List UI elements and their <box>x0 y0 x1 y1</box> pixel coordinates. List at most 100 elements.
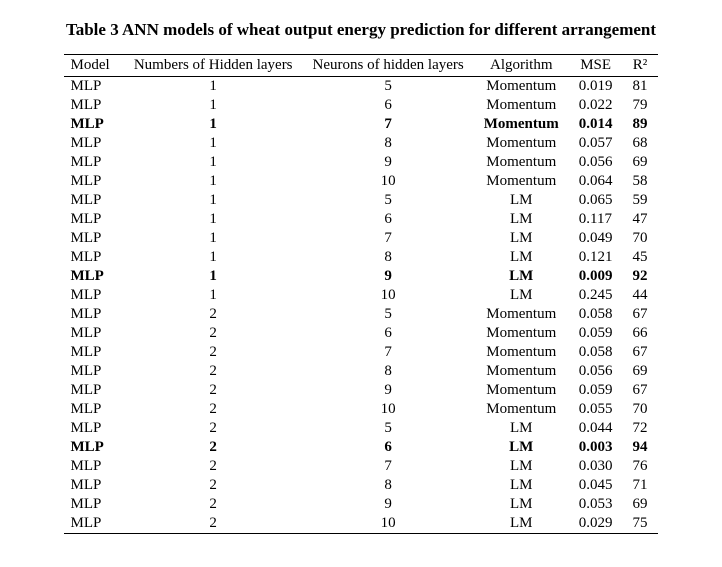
cell-r2: 89 <box>623 115 658 134</box>
cell-algorithm: LM <box>474 229 569 248</box>
cell-mse: 0.059 <box>569 324 623 343</box>
cell-model: MLP <box>64 153 123 172</box>
cell-algorithm: LM <box>474 191 569 210</box>
table-row: MLP26Momentum0.05966 <box>64 324 657 343</box>
cell-model: MLP <box>64 495 123 514</box>
cell-hidden-layers: 2 <box>124 362 303 381</box>
table-row: MLP210LM0.02975 <box>64 514 657 534</box>
cell-model: MLP <box>64 172 123 191</box>
cell-neurons: 5 <box>303 419 474 438</box>
cell-hidden-layers: 1 <box>124 115 303 134</box>
cell-model: MLP <box>64 248 123 267</box>
cell-hidden-layers: 2 <box>124 324 303 343</box>
cell-mse: 0.121 <box>569 248 623 267</box>
cell-r2: 70 <box>623 400 658 419</box>
cell-model: MLP <box>64 419 123 438</box>
table-row: MLP16Momentum0.02279 <box>64 96 657 115</box>
cell-neurons: 7 <box>303 457 474 476</box>
cell-hidden-layers: 1 <box>124 286 303 305</box>
cell-r2: 66 <box>623 324 658 343</box>
cell-neurons: 9 <box>303 495 474 514</box>
cell-hidden-layers: 2 <box>124 476 303 495</box>
cell-mse: 0.003 <box>569 438 623 457</box>
cell-r2: 47 <box>623 210 658 229</box>
cell-algorithm: LM <box>474 495 569 514</box>
table-row: MLP110LM0.24544 <box>64 286 657 305</box>
cell-neurons: 8 <box>303 248 474 267</box>
cell-r2: 69 <box>623 362 658 381</box>
cell-algorithm: LM <box>474 514 569 534</box>
cell-mse: 0.058 <box>569 305 623 324</box>
cell-algorithm: LM <box>474 419 569 438</box>
table-row: MLP25Momentum0.05867 <box>64 305 657 324</box>
cell-r2: 71 <box>623 476 658 495</box>
cell-hidden-layers: 2 <box>124 381 303 400</box>
cell-hidden-layers: 1 <box>124 229 303 248</box>
cell-neurons: 6 <box>303 324 474 343</box>
cell-model: MLP <box>64 514 123 534</box>
cell-model: MLP <box>64 362 123 381</box>
cell-mse: 0.065 <box>569 191 623 210</box>
cell-model: MLP <box>64 381 123 400</box>
cell-mse: 0.117 <box>569 210 623 229</box>
cell-r2: 70 <box>623 229 658 248</box>
cell-algorithm: Momentum <box>474 400 569 419</box>
cell-model: MLP <box>64 267 123 286</box>
table-row: MLP15LM0.06559 <box>64 191 657 210</box>
table-row: MLP29LM0.05369 <box>64 495 657 514</box>
ann-models-table: Model Numbers of Hidden layers Neurons o… <box>64 54 657 534</box>
cell-algorithm: LM <box>474 248 569 267</box>
cell-mse: 0.064 <box>569 172 623 191</box>
cell-r2: 45 <box>623 248 658 267</box>
cell-neurons: 5 <box>303 191 474 210</box>
cell-hidden-layers: 1 <box>124 191 303 210</box>
cell-model: MLP <box>64 476 123 495</box>
cell-mse: 0.022 <box>569 96 623 115</box>
cell-hidden-layers: 2 <box>124 305 303 324</box>
cell-neurons: 9 <box>303 267 474 286</box>
cell-algorithm: Momentum <box>474 134 569 153</box>
cell-mse: 0.045 <box>569 476 623 495</box>
cell-neurons: 8 <box>303 362 474 381</box>
cell-r2: 59 <box>623 191 658 210</box>
table-row: MLP17Momentum0.01489 <box>64 115 657 134</box>
table-row: MLP18LM0.12145 <box>64 248 657 267</box>
table-row: MLP17LM0.04970 <box>64 229 657 248</box>
cell-neurons: 8 <box>303 134 474 153</box>
cell-mse: 0.056 <box>569 362 623 381</box>
cell-hidden-layers: 2 <box>124 457 303 476</box>
cell-algorithm: Momentum <box>474 324 569 343</box>
cell-mse: 0.245 <box>569 286 623 305</box>
table-row: MLP15Momentum0.01981 <box>64 77 657 97</box>
cell-r2: 94 <box>623 438 658 457</box>
cell-algorithm: Momentum <box>474 77 569 97</box>
cell-neurons: 5 <box>303 77 474 97</box>
cell-model: MLP <box>64 77 123 97</box>
cell-model: MLP <box>64 324 123 343</box>
cell-model: MLP <box>64 229 123 248</box>
cell-neurons: 9 <box>303 381 474 400</box>
cell-model: MLP <box>64 115 123 134</box>
cell-mse: 0.058 <box>569 343 623 362</box>
cell-neurons: 10 <box>303 400 474 419</box>
cell-neurons: 10 <box>303 172 474 191</box>
cell-neurons: 6 <box>303 96 474 115</box>
cell-algorithm: LM <box>474 267 569 286</box>
cell-model: MLP <box>64 343 123 362</box>
cell-mse: 0.057 <box>569 134 623 153</box>
table-row: MLP28LM0.04571 <box>64 476 657 495</box>
table-row: MLP210Momentum0.05570 <box>64 400 657 419</box>
col-header-hidden-layers: Numbers of Hidden layers <box>124 55 303 77</box>
cell-mse: 0.009 <box>569 267 623 286</box>
cell-r2: 72 <box>623 419 658 438</box>
cell-hidden-layers: 1 <box>124 96 303 115</box>
cell-r2: 79 <box>623 96 658 115</box>
cell-mse: 0.053 <box>569 495 623 514</box>
table-row: MLP110Momentum0.06458 <box>64 172 657 191</box>
table-row: MLP27Momentum0.05867 <box>64 343 657 362</box>
col-header-mse: MSE <box>569 55 623 77</box>
table-row: MLP28Momentum0.05669 <box>64 362 657 381</box>
col-header-r2: R² <box>623 55 658 77</box>
cell-algorithm: Momentum <box>474 153 569 172</box>
table-row: MLP27LM0.03076 <box>64 457 657 476</box>
